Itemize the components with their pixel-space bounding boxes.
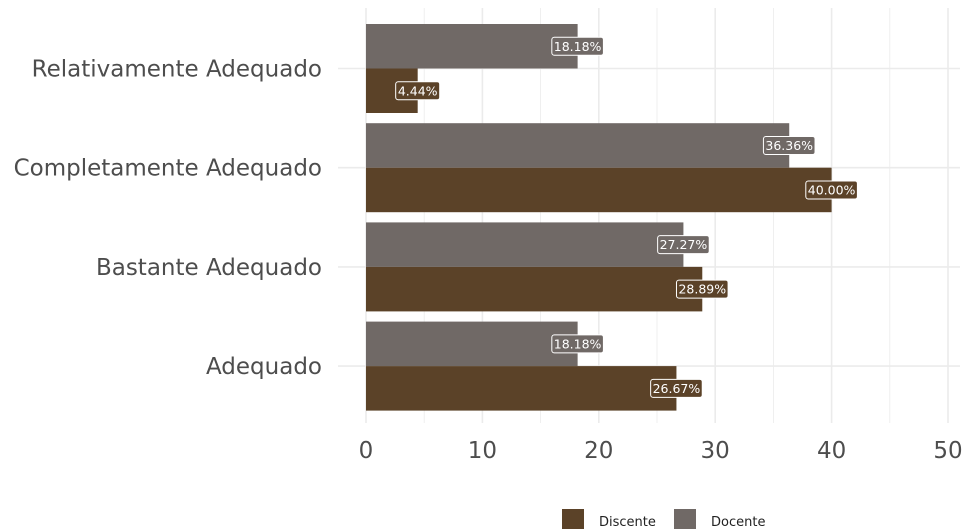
x-tick-label: 30 — [701, 438, 730, 464]
legend-key-discente — [562, 509, 584, 529]
category-label: Relativamente Adequado — [32, 57, 322, 83]
data-label-box — [805, 180, 858, 200]
data-label: 40.00% — [808, 182, 856, 197]
bar-docente — [366, 123, 790, 168]
x-tick-label: 0 — [359, 438, 374, 464]
x-tick-label: 10 — [468, 438, 497, 464]
category-labels-group: Adequado Bastante Adequado Completamente A… — [14, 57, 322, 381]
data-label: 36.36% — [765, 138, 813, 153]
category-label: Adequado — [206, 354, 322, 380]
data-label-box — [650, 378, 703, 398]
data-label-box — [395, 81, 441, 101]
bar-docente — [366, 321, 578, 367]
x-tick-label: 20 — [584, 438, 613, 464]
data-label: 27.27% — [660, 237, 708, 252]
x-tick-labels-group: 0 10 20 30 40 50 — [359, 438, 963, 464]
category-label: Bastante Adequado — [96, 255, 322, 281]
bar-docente — [366, 24, 578, 69]
x-tick-label: 40 — [817, 438, 846, 464]
data-label: 18.18% — [554, 39, 602, 54]
data-label: 18.18% — [554, 336, 602, 351]
data-label-box — [657, 235, 710, 255]
bar-discente — [366, 167, 832, 213]
data-label-box — [551, 36, 604, 56]
legend-label: Docente — [711, 515, 765, 529]
data-label-box — [551, 334, 604, 354]
bar-discente — [366, 366, 677, 411]
data-labels-group: 18.18% 26.67% 27.27% 28.89% 36.36% 40.00% 18.1… — [395, 36, 858, 398]
x-tick-label: 50 — [933, 438, 962, 464]
legend-label: Discente — [599, 515, 656, 529]
bar-discente — [366, 266, 703, 312]
data-label: 28.89% — [678, 282, 726, 297]
category-label: Completamente Adequado — [14, 156, 322, 182]
legend-key-docente — [674, 509, 696, 529]
bar-docente — [366, 222, 684, 267]
data-label-box — [675, 279, 729, 299]
data-label: 4.44% — [398, 83, 438, 98]
data-label: 26.67% — [653, 381, 701, 396]
legend: Discente Docente — [562, 509, 765, 529]
bars-group — [366, 24, 832, 411]
data-label-box — [762, 135, 816, 155]
